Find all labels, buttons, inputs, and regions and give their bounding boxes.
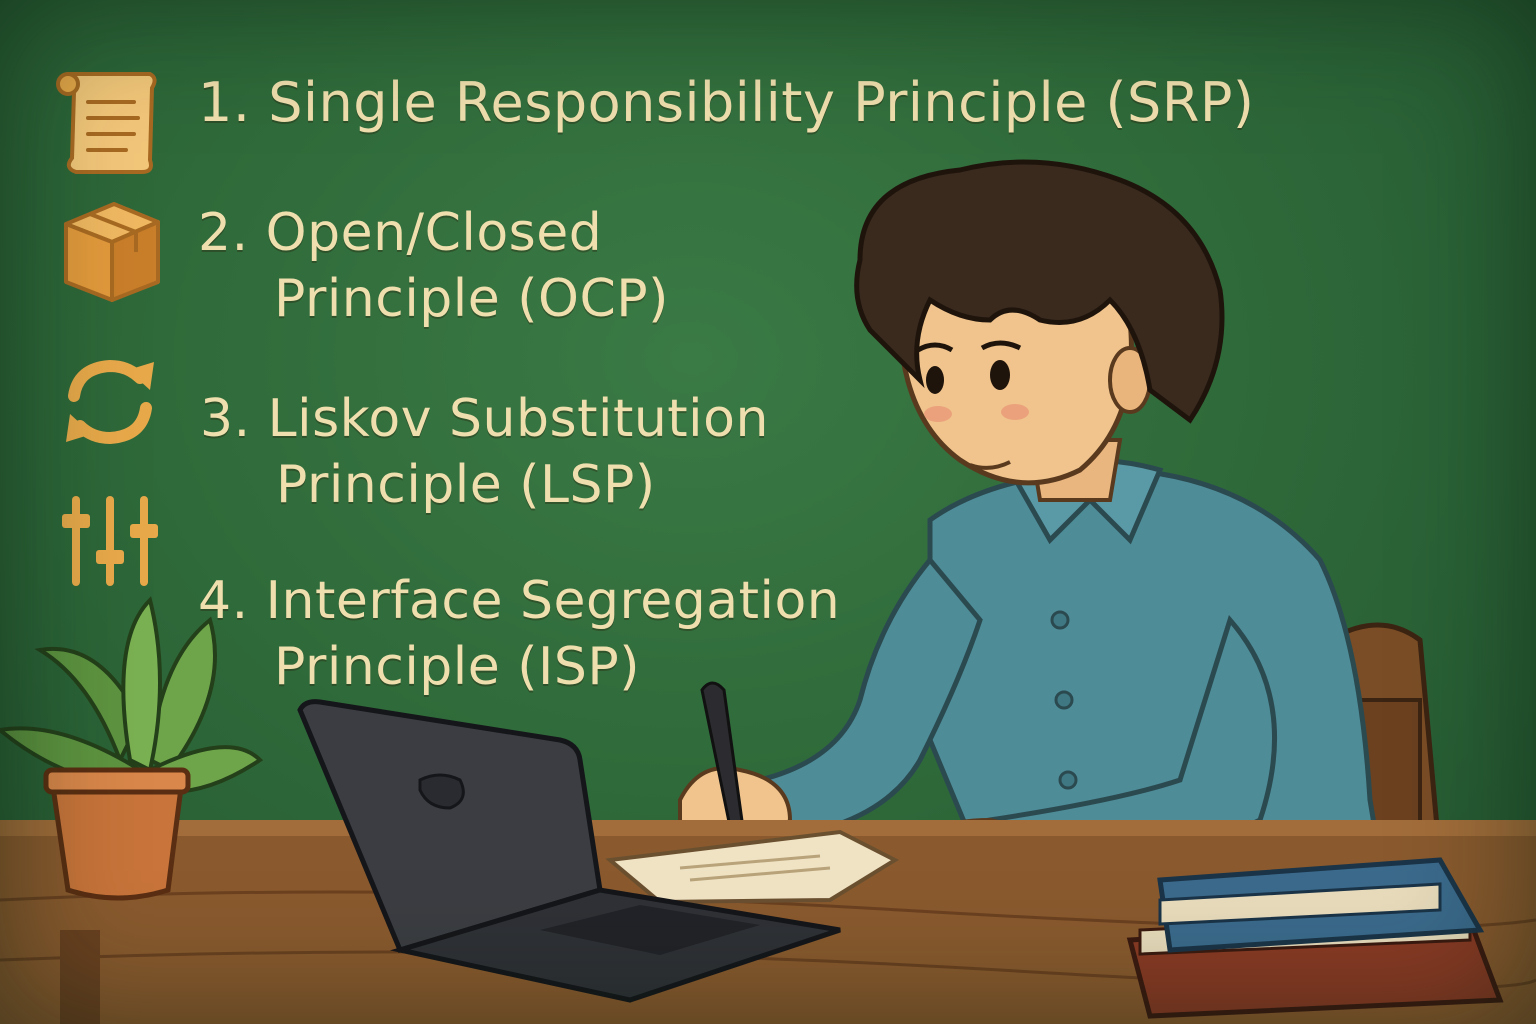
principle-3-title-line2: Principle (LSP) — [276, 455, 656, 515]
principle-3-title-line1: Liskov Substitution — [267, 389, 769, 449]
principle-4-title-line1: Interface Segregation — [265, 571, 841, 631]
potted-plant — [0, 596, 264, 901]
principle-2-title-line2: Principle (OCP) — [274, 269, 669, 329]
principle-3: 3. Liskov Substitution Principle (LSP) — [200, 386, 769, 518]
notebook — [605, 829, 900, 905]
principle-2: 2. Open/Closed Principle (OCP) — [198, 200, 669, 332]
sliders-icon — [62, 496, 158, 586]
person — [678, 159, 1383, 895]
principle-1-title: Single Responsibility Principle (SRP) — [268, 71, 1255, 134]
refresh-arrows-icon — [66, 359, 154, 445]
box-icon — [64, 202, 160, 302]
principle-4: 4. Interface Segregation Principle (ISP) — [198, 568, 840, 700]
principle-1-number: 1. — [198, 71, 251, 134]
book-stack — [1126, 857, 1504, 1019]
principle-2-number: 2. — [198, 203, 249, 263]
scroll-icon — [56, 72, 157, 174]
principle-3-number: 3. — [200, 389, 251, 449]
principle-1: 1. Single Responsibility Principle (SRP) — [198, 70, 1254, 136]
principle-4-title-line2: Principle (ISP) — [274, 637, 641, 697]
laptop — [297, 699, 841, 1003]
principle-2-title-line1: Open/Closed — [265, 203, 603, 263]
